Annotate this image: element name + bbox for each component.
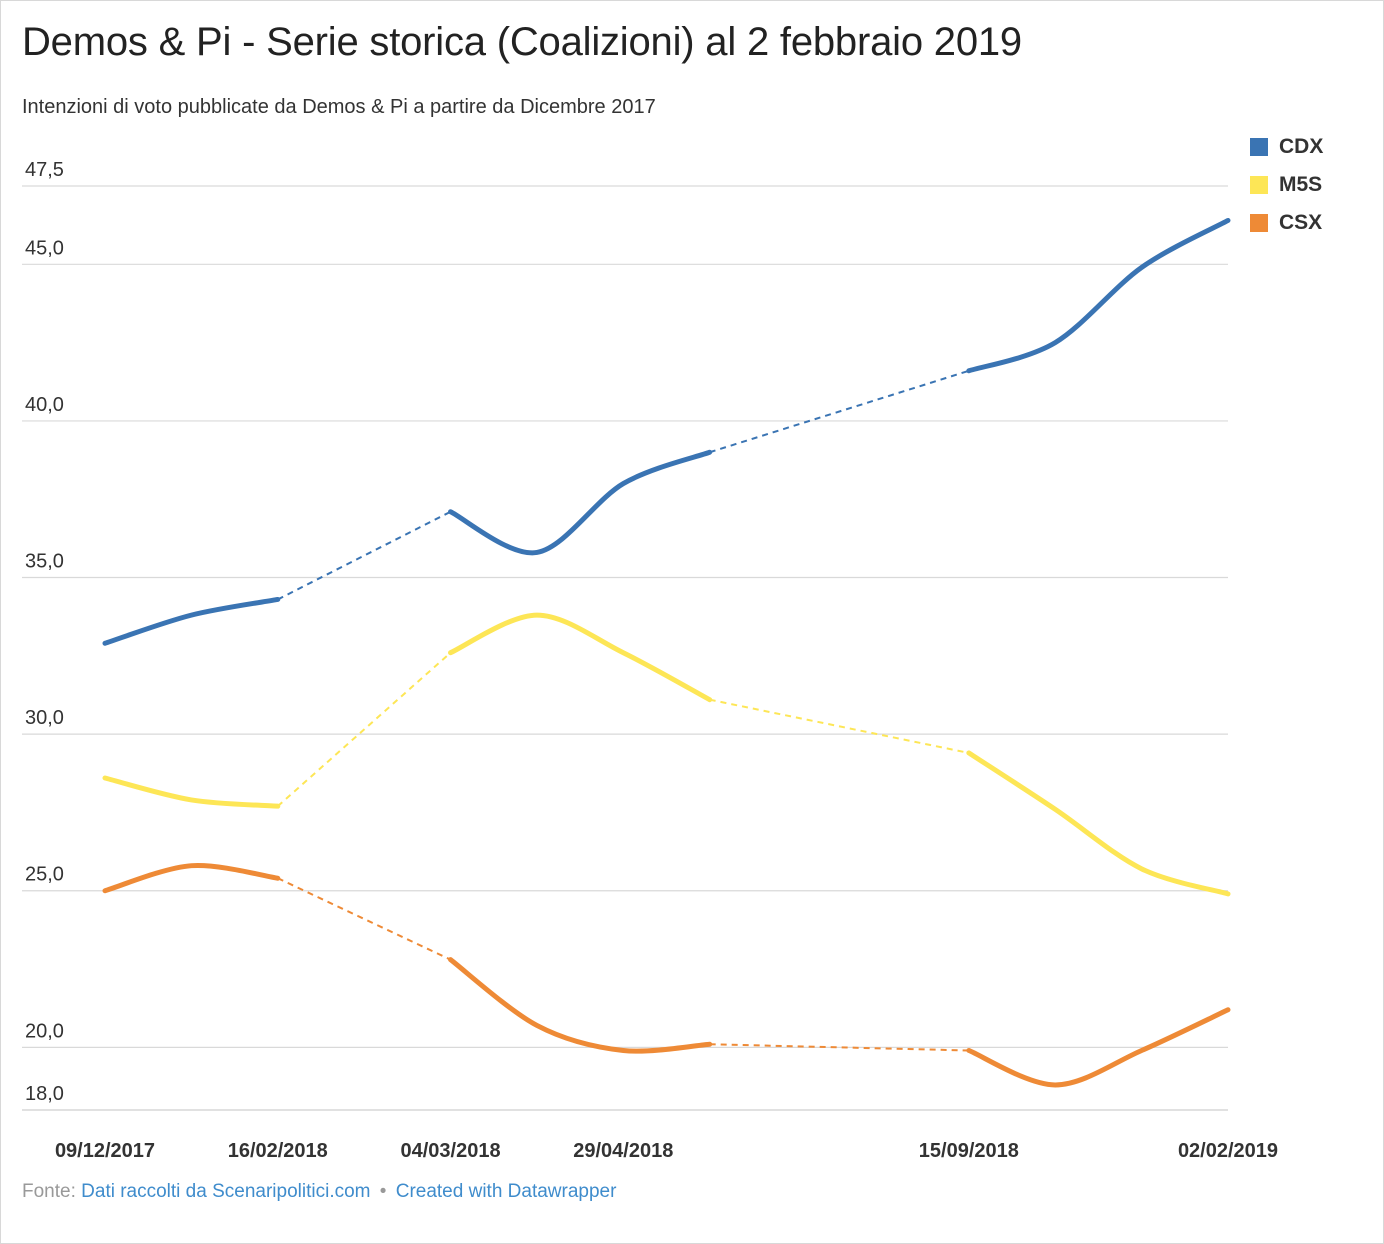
series-gap-csx (277, 877, 451, 961)
series-line-m5s (448, 612, 713, 703)
legend-item-cdx: CDX (1250, 128, 1323, 166)
y-tick-label: 35,0 (25, 551, 64, 573)
chart-legend: CDX M5S CSX (1250, 128, 1323, 242)
x-tick-label: 02/02/2019 (1178, 1140, 1278, 1162)
series-line-m5s (966, 750, 1231, 897)
legend-label-csx: CSX (1279, 211, 1323, 234)
source-link[interactable]: Dati raccolti da Scenaripolitici.com (81, 1181, 371, 1202)
y-tick-label: 18,0 (25, 1083, 64, 1105)
y-tick-label: 25,0 (25, 864, 64, 886)
x-tick-label: 09/12/2017 (55, 1140, 155, 1162)
y-tick-label: 20,0 (25, 1020, 64, 1042)
y-tick-label: 40,0 (25, 394, 64, 416)
series-line-csx (966, 1007, 1231, 1088)
source-prefix: Fonte: (22, 1181, 76, 1202)
y-tick-label: 30,0 (25, 707, 64, 729)
series-gap-m5s (277, 651, 452, 807)
series-gap-cdx (709, 369, 970, 454)
series-gap-cdx (277, 510, 451, 601)
chart-title: Demos & Pi - Serie storica (Coalizioni) … (22, 20, 1022, 64)
datawrapper-credit-link[interactable]: Created with Datawrapper (395, 1181, 617, 1202)
chart-footer: Fonte: Dati raccolti da Scenaripolitici.… (22, 1181, 616, 1203)
legend-label-cdx: CDX (1279, 135, 1324, 158)
series-line-cdx (102, 596, 281, 646)
chart-subtitle: Intenzioni di voto pubblicate da Demos &… (22, 96, 656, 118)
x-tick-label: 16/02/2018 (228, 1140, 328, 1162)
y-tick-label: 45,0 (25, 237, 64, 259)
legend-swatch-cdx (1250, 138, 1268, 156)
series-line-csx (448, 957, 713, 1054)
series-line-csx (102, 862, 281, 894)
series-line-cdx (966, 217, 1231, 374)
series-line-cdx (448, 449, 713, 556)
series-line-m5s (102, 775, 281, 809)
legend-item-csx: CSX (1250, 204, 1323, 242)
legend-swatch-csx (1250, 214, 1268, 232)
x-tick-label: 29/04/2018 (573, 1140, 673, 1162)
legend-label-m5s: M5S (1279, 173, 1323, 196)
legend-item-m5s: M5S (1250, 166, 1323, 204)
x-tick-label: 04/03/2018 (400, 1140, 500, 1162)
series-gap-m5s (709, 698, 970, 754)
x-tick-label: 15/09/2018 (919, 1140, 1019, 1162)
y-tick-label: 47,5 (25, 159, 64, 181)
legend-swatch-m5s (1250, 176, 1268, 194)
footer-separator: • (379, 1181, 387, 1202)
